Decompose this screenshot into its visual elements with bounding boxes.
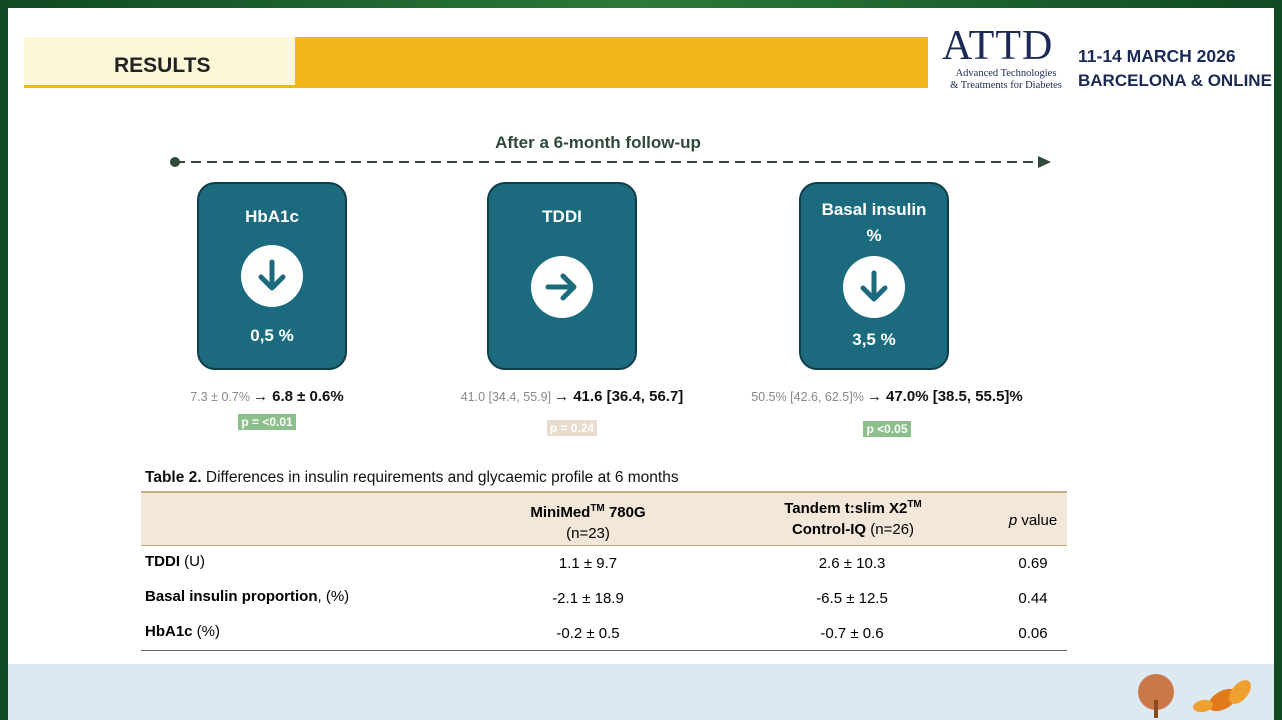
stat-line: 41.0 [34.4, 55.9] → 41.6 [36.4, 56.7] bbox=[372, 388, 772, 405]
row-label-unit: , (%) bbox=[317, 588, 350, 605]
column-header: MiniMedTM 780G (n=23) bbox=[438, 498, 738, 544]
logo-line: & Treatments for Diabetes bbox=[950, 80, 1062, 91]
row-label: TDDI (U) bbox=[145, 553, 205, 570]
timeline-arrow bbox=[1038, 156, 1051, 168]
col-name-rest: Control-IQ bbox=[791, 521, 867, 538]
arrow-icon bbox=[241, 245, 303, 307]
table-cell: 1.1 ± 9.7 bbox=[558, 555, 618, 572]
header-title: RESULTS bbox=[114, 54, 211, 77]
card-title: HbA1c bbox=[245, 207, 299, 226]
table-caption: Table 2. Differences in insulin requirem… bbox=[145, 469, 679, 487]
col-sup: TM bbox=[590, 503, 605, 514]
timeline-label: After a 6-month follow-up bbox=[495, 133, 701, 152]
col-n: (n=23) bbox=[566, 525, 610, 542]
table-cell: 0.06 bbox=[1018, 625, 1048, 642]
card-title: TDDI bbox=[542, 207, 582, 226]
caption-text: Differences in insulin requirements and … bbox=[201, 469, 679, 486]
table-cell: -2.1 ± 18.9 bbox=[552, 590, 624, 607]
table-cell: -6.5 ± 12.5 bbox=[816, 590, 888, 607]
col-sup: TM bbox=[907, 499, 922, 510]
row-label-unit: (U) bbox=[180, 553, 205, 570]
col-italic: p bbox=[1008, 512, 1018, 529]
card-title: Basal insulin bbox=[821, 200, 927, 219]
logo-line: Advanced Technologies bbox=[955, 68, 1057, 79]
p-badge-wrap: p = <0.01 bbox=[167, 413, 367, 431]
table-cell: 2.6 ± 10.3 bbox=[818, 555, 886, 572]
p-badge-wrap: p = 0.24 bbox=[472, 419, 672, 437]
col-name: Tandem t:slim X2 bbox=[784, 500, 908, 517]
leaf bbox=[1193, 699, 1213, 713]
p-badge: p = <0.01 bbox=[238, 414, 296, 430]
col-name: MiniMed bbox=[530, 504, 591, 521]
icon-arrow bbox=[860, 270, 888, 302]
slide: RESULTS ATTD Advanced Technologies & Tre… bbox=[8, 8, 1274, 720]
col-rest: value bbox=[1017, 512, 1058, 529]
icon-arrow bbox=[545, 273, 577, 301]
card-change: 0,5 % bbox=[250, 326, 294, 345]
card-title: % bbox=[866, 226, 882, 245]
card bbox=[197, 182, 347, 370]
table-bottom-rule bbox=[141, 650, 1067, 651]
stat-line: 50.5% [42.6, 62.5]% → 47.0% [38.5, 55.5]% bbox=[687, 388, 1087, 405]
stat-followup: → 6.8 ± 0.6% bbox=[252, 388, 344, 405]
row-label-name: HbA1c bbox=[145, 623, 193, 640]
stat-baseline: 50.5% [42.6, 62.5]% bbox=[751, 390, 864, 404]
leaf bbox=[1229, 680, 1251, 704]
p-badge-wrap: p <0.05 bbox=[787, 420, 987, 438]
col-n: (n=26) bbox=[866, 521, 915, 538]
event-location: BARCELONA & ONLINE bbox=[1078, 71, 1272, 90]
p-badge: p = 0.24 bbox=[546, 420, 598, 436]
header-bar bbox=[295, 37, 928, 88]
card-change: 3,5 % bbox=[852, 330, 896, 349]
row-label-unit: (%) bbox=[192, 623, 221, 640]
tree-icon bbox=[1138, 674, 1174, 710]
header-box bbox=[24, 37, 295, 88]
col-name-rest: 780G bbox=[604, 504, 646, 521]
column-header: p value bbox=[973, 510, 1093, 531]
row-label-name: TDDI bbox=[145, 553, 180, 570]
stat-followup: → 47.0% [38.5, 55.5]% bbox=[866, 388, 1023, 405]
caption-label: Table 2. bbox=[145, 469, 202, 486]
row-label-name: Basal insulin proportion bbox=[145, 588, 318, 605]
icon-arrow bbox=[258, 259, 286, 291]
table-cell: 0.69 bbox=[1018, 555, 1048, 572]
stat-line: 7.3 ± 0.7% → 6.8 ± 0.6% bbox=[67, 388, 467, 405]
column-header: Tandem t:slim X2TM Control-IQ (n=26) bbox=[698, 494, 1008, 540]
arrow-icon bbox=[531, 256, 593, 318]
footer-logos bbox=[1138, 674, 1251, 718]
footer-band bbox=[8, 664, 1274, 720]
row-label: HbA1c (%) bbox=[145, 623, 220, 640]
timeline bbox=[170, 156, 1051, 168]
stat-baseline: 41.0 [34.4, 55.9] bbox=[460, 390, 552, 404]
event-dates: 11-14 MARCH 2026 bbox=[1078, 46, 1236, 66]
stat-baseline: 7.3 ± 0.7% bbox=[190, 390, 250, 404]
table-cell: 0.44 bbox=[1018, 590, 1048, 607]
table-header bbox=[141, 491, 1067, 546]
row-label: Basal insulin proportion, (%) bbox=[145, 588, 349, 605]
arrow-icon bbox=[843, 256, 905, 318]
timeline-dot bbox=[170, 157, 180, 167]
logo-name: ATTD bbox=[942, 23, 1054, 69]
stat-followup: → 41.6 [36.4, 56.7] bbox=[554, 388, 684, 405]
table-cell: -0.7 ± 0.6 bbox=[820, 625, 884, 642]
p-badge: p <0.05 bbox=[863, 421, 911, 437]
table-cell: -0.2 ± 0.5 bbox=[556, 625, 620, 642]
tree-trunk bbox=[1154, 700, 1158, 718]
